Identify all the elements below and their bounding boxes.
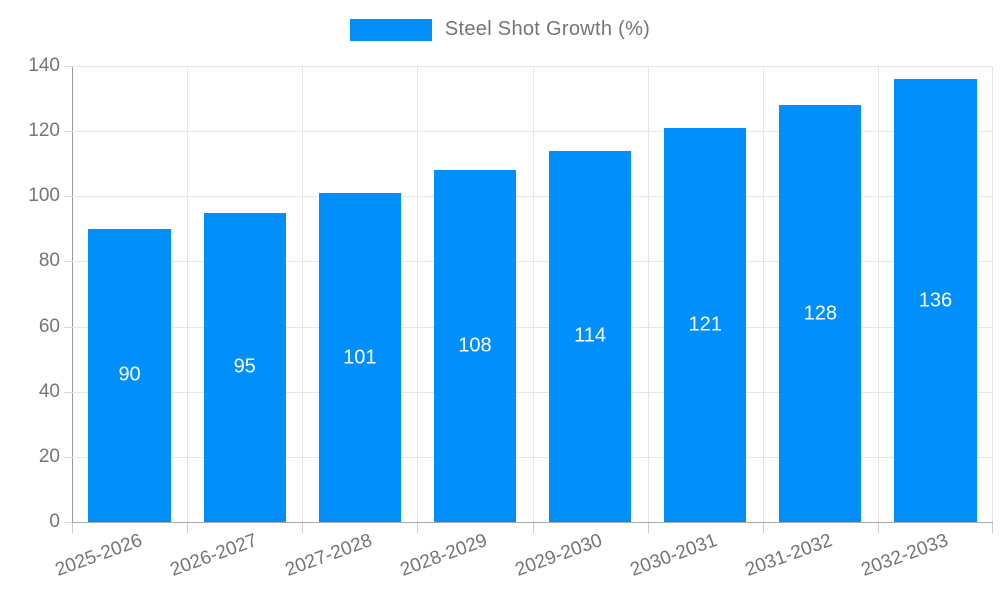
- y-tick-label: 40: [38, 380, 60, 402]
- y-tick: [64, 326, 72, 328]
- y-tick: [64, 131, 72, 133]
- x-tick-label: 2026-2027: [167, 530, 260, 581]
- bar[interactable]: [664, 127, 747, 522]
- y-tick: [64, 391, 72, 393]
- x-tick: [302, 523, 304, 533]
- y-tick: [64, 196, 72, 198]
- bar-value-label: 90: [118, 363, 141, 386]
- x-tick-label: 2027-2028: [282, 530, 375, 581]
- v-gridline: [647, 66, 649, 522]
- x-tick: [417, 523, 419, 533]
- bar-value-label: 114: [574, 324, 607, 347]
- x-tick-label: 2032-2033: [858, 530, 951, 581]
- y-tick: [64, 456, 72, 458]
- y-tick-label: 0: [49, 511, 60, 532]
- v-gridline: [417, 66, 419, 522]
- bar-value-label: 121: [688, 313, 722, 336]
- x-tick: [532, 523, 534, 533]
- y-tick: [64, 522, 72, 523]
- x-tick-label: 2030-2031: [627, 530, 721, 581]
- bar[interactable]: [88, 228, 171, 522]
- x-tick-label: 2029-2030: [512, 530, 606, 581]
- bar[interactable]: [894, 79, 977, 522]
- x-tick: [877, 523, 879, 533]
- v-gridline: [877, 66, 879, 522]
- y-tick: [64, 261, 72, 263]
- plot-area: 0 20 40 60 80 100 120 140 90 2025-2026 95 2026-2027…: [28, 55, 993, 581]
- legend-swatch: [349, 18, 432, 41]
- x-tick: [187, 523, 189, 533]
- bar-value-label: 95: [233, 355, 256, 378]
- x-tick-label: 2028-2029: [397, 530, 491, 581]
- bar-value-label: 128: [803, 302, 837, 325]
- y-tick-label: 140: [28, 55, 60, 76]
- v-gridline: [302, 66, 304, 522]
- bar[interactable]: [548, 150, 632, 522]
- x-tick: [992, 523, 993, 533]
- bar-value-label: 136: [918, 289, 953, 311]
- x-tick: [72, 523, 73, 533]
- v-gridline: [992, 66, 993, 522]
- y-axis-line: [72, 66, 73, 522]
- bar-value-label: 108: [458, 334, 492, 357]
- bar[interactable]: [318, 193, 401, 522]
- bar[interactable]: [203, 212, 286, 522]
- x-tick-label: 2031-2032: [742, 530, 836, 581]
- legend-item[interactable]: Steel Shot Growth (%): [349, 18, 651, 41]
- bar-value-label: 101: [343, 346, 377, 368]
- x-tick-label: 2025-2026: [52, 530, 145, 581]
- v-gridline: [532, 66, 534, 522]
- x-tick: [647, 523, 649, 533]
- bar[interactable]: [779, 105, 862, 522]
- legend: Steel Shot Growth (%): [0, 18, 1000, 41]
- y-tick-label: 100: [28, 185, 60, 207]
- y-tick-label: 60: [38, 315, 60, 337]
- legend-label: Steel Shot Growth (%): [444, 18, 651, 40]
- y-tick: [64, 66, 72, 67]
- y-tick-label: 20: [38, 445, 60, 467]
- v-gridline: [762, 66, 764, 522]
- y-tick-label: 120: [28, 120, 60, 142]
- x-axis-line: [72, 522, 993, 523]
- v-gridline: [187, 66, 189, 522]
- y-tick-label: 80: [38, 250, 60, 272]
- bar[interactable]: [433, 170, 517, 522]
- x-tick: [762, 523, 764, 533]
